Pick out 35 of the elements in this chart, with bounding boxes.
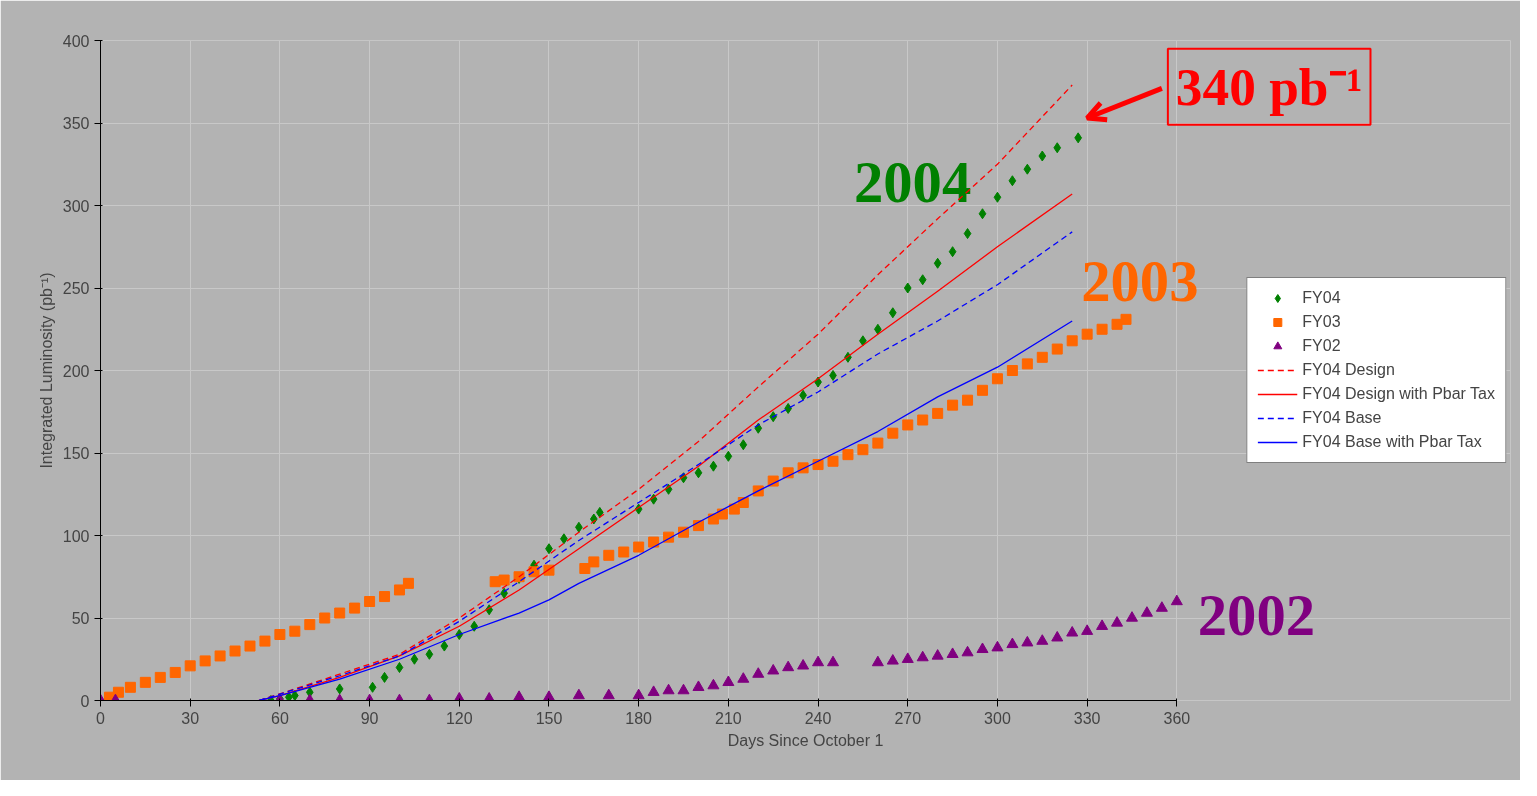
x-tick-label: 360 (1163, 709, 1191, 727)
y-tick-label: 350 (62, 115, 90, 132)
x-tick-label: 180 (625, 709, 653, 727)
legend-label: FY03 (1302, 313, 1341, 331)
annotation: 2003 (1081, 249, 1199, 315)
y-tick-label: 50 (71, 610, 90, 627)
y-tick-label: 0 (80, 692, 90, 710)
legend-label: FY04 Base (1302, 409, 1382, 427)
y-tick-label: 200 (62, 362, 90, 380)
x-tick-label: 270 (894, 709, 922, 727)
x-tick-label: 30 (181, 709, 200, 727)
x-tick-label: 330 (1073, 709, 1101, 727)
x-tick-label: 90 (360, 709, 379, 727)
legend-label: FY04 Design with Pbar Tax (1302, 385, 1495, 403)
y-tick-label: 250 (62, 280, 90, 297)
x-tick-label: 150 (535, 709, 563, 727)
y-tick-label: 400 (62, 32, 90, 50)
x-tick-label: 300 (984, 709, 1011, 727)
x-tick-label: 210 (715, 709, 742, 727)
y-axis-title: Integrated Luminosity (pb⁻¹) (37, 272, 55, 469)
x-tick-label: 60 (270, 709, 289, 727)
x-axis-title: Days Since October 1 (727, 731, 884, 749)
y-tick-label: 150 (62, 445, 90, 462)
legend-label: FY04 (1302, 289, 1341, 307)
x-tick-label: 120 (445, 709, 473, 727)
annotation: 340 pb⁻¹ (1175, 56, 1363, 117)
x-tick-label: 0 (96, 709, 106, 727)
legend-label: FY04 Design (1302, 361, 1395, 379)
x-tick-label: 240 (804, 709, 832, 727)
y-tick-label: 100 (62, 527, 90, 545)
legend-label: FY02 (1302, 337, 1341, 355)
legend-label: FY04 Base with Pbar Tax (1302, 433, 1482, 451)
annotation: 2004 (853, 150, 972, 216)
text: 2002 (1197, 582, 1316, 648)
y-tick-label: 300 (62, 197, 90, 215)
